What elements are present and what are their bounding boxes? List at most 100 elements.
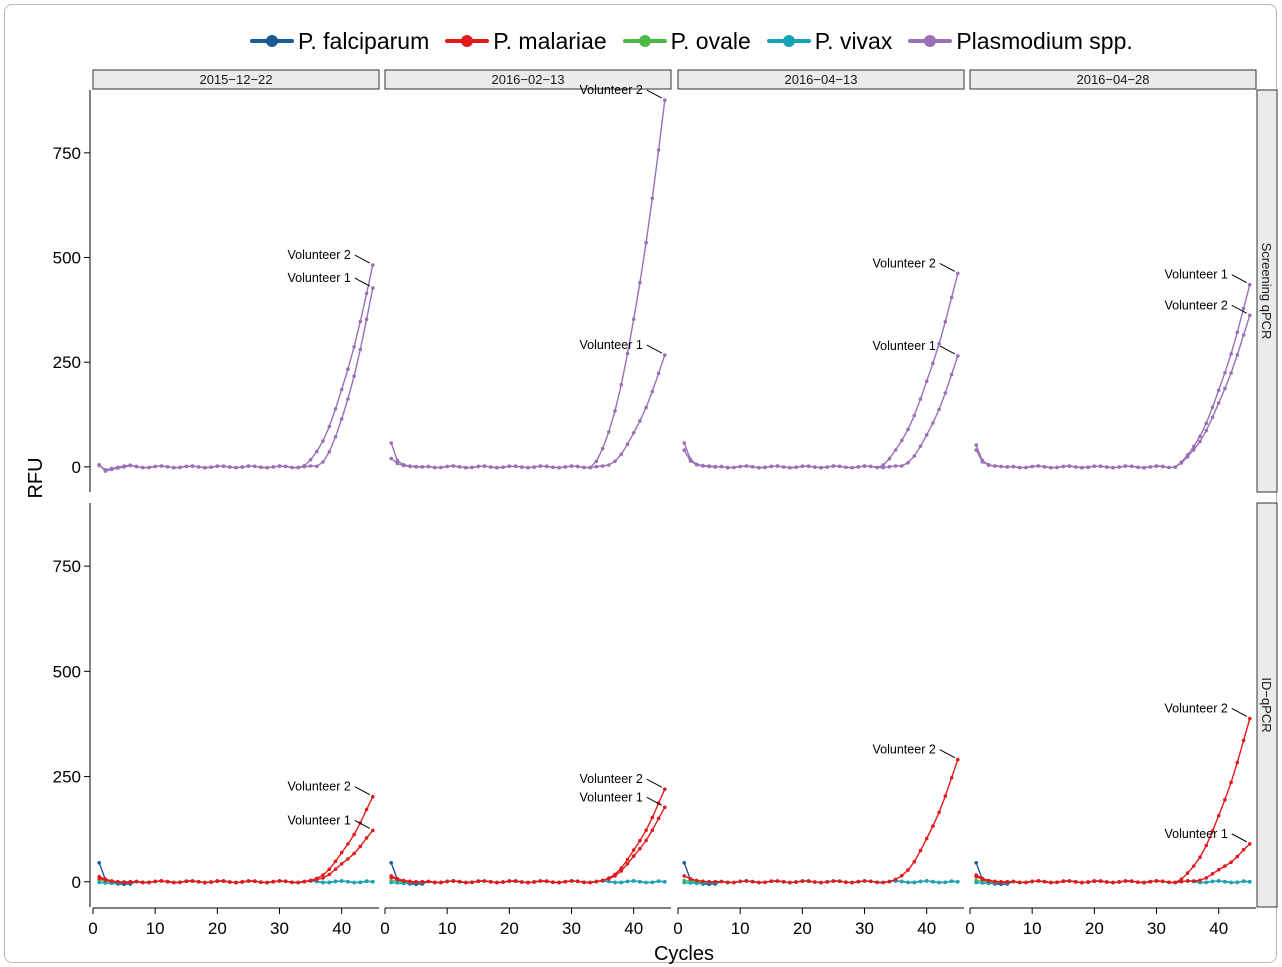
data-point (1049, 465, 1053, 470)
data-point (850, 880, 854, 885)
data-point (732, 465, 736, 470)
data-point (1241, 333, 1246, 337)
x-tick-label: 0 (88, 919, 97, 938)
data-point (893, 877, 898, 882)
row-strip (1256, 502, 1278, 908)
data-point (221, 879, 226, 883)
data-point (631, 317, 636, 322)
data-point (956, 271, 960, 276)
data-point (931, 361, 935, 366)
series-line (98, 264, 374, 472)
data-point (346, 842, 350, 846)
data-point (912, 413, 917, 418)
data-point (1216, 879, 1221, 883)
data-point (1098, 879, 1103, 883)
data-point (333, 879, 338, 884)
data-point (775, 464, 780, 468)
data-point (358, 844, 363, 849)
data-point (663, 98, 667, 102)
data-point (918, 848, 923, 853)
data-point (856, 879, 861, 884)
series-annotation: Volunteer 1 (288, 271, 351, 285)
data-point (900, 438, 904, 443)
data-point (1092, 879, 1097, 883)
data-point (1030, 879, 1034, 884)
data-point (544, 879, 549, 883)
data-point (607, 463, 611, 467)
data-point (1111, 880, 1115, 885)
data-point (1229, 371, 1233, 375)
data-point (980, 881, 985, 885)
data-point (457, 879, 462, 884)
data-point (1061, 879, 1066, 883)
y-axis-title: RFU (25, 457, 47, 498)
data-point (644, 880, 648, 885)
y-tick-label: 500 (53, 662, 81, 681)
data-point (650, 196, 655, 201)
data-point (333, 867, 338, 871)
data-point (1223, 797, 1227, 802)
data-point (563, 879, 568, 884)
data-point (302, 879, 307, 884)
data-point (414, 880, 418, 884)
data-point (228, 880, 232, 884)
x-tick-label: 10 (731, 919, 750, 938)
annotation-leader (354, 786, 371, 796)
data-point (495, 880, 499, 885)
data-point (763, 880, 767, 885)
data-point (538, 879, 543, 883)
data-point (420, 880, 425, 884)
data-point (1136, 880, 1140, 884)
series-volunteer-1 (974, 842, 1252, 885)
series-volunteer-2 (974, 313, 1252, 470)
data-point (1024, 880, 1028, 885)
data-point (1248, 716, 1252, 721)
data-point (1148, 879, 1153, 884)
data-point (414, 465, 418, 469)
series-line (683, 759, 959, 884)
data-point (682, 448, 686, 452)
data-point (103, 881, 108, 885)
data-point (1229, 352, 1233, 356)
data-point (203, 465, 207, 470)
data-point (1080, 465, 1084, 470)
data-point (656, 816, 661, 821)
data-point (228, 465, 232, 469)
data-point (906, 461, 910, 465)
data-point (924, 836, 929, 841)
series-line (99, 829, 374, 884)
data-point (97, 876, 101, 881)
data-point (364, 317, 369, 322)
data-point (439, 880, 443, 885)
data-point (172, 465, 176, 470)
data-point (513, 464, 518, 469)
data-point (401, 881, 406, 886)
data-point (464, 880, 468, 885)
data-point (837, 464, 842, 469)
data-point (165, 879, 170, 884)
x-axis-title: Cycles (654, 943, 714, 965)
data-point (594, 459, 599, 464)
x-tick-label: 40 (332, 919, 351, 938)
data-point (1049, 880, 1053, 885)
series-line (390, 806, 666, 884)
data-point (663, 353, 667, 357)
data-point (184, 464, 189, 469)
x-tick-label: 30 (562, 919, 581, 938)
annotation-leader (1231, 304, 1248, 314)
data-point (551, 465, 555, 470)
data-point (694, 463, 699, 467)
series-annotation: Volunteer 2 (580, 772, 643, 786)
data-point (358, 319, 363, 324)
data-point (470, 465, 474, 470)
data-point (943, 880, 948, 885)
data-point (956, 880, 960, 884)
data-point (445, 464, 450, 469)
data-point (302, 464, 307, 469)
data-point (937, 407, 941, 412)
data-point (825, 465, 829, 469)
facet-strip-label: 2016−04−13 (784, 72, 857, 87)
data-point (315, 449, 319, 454)
data-point (794, 465, 798, 470)
data-point (1098, 464, 1103, 469)
